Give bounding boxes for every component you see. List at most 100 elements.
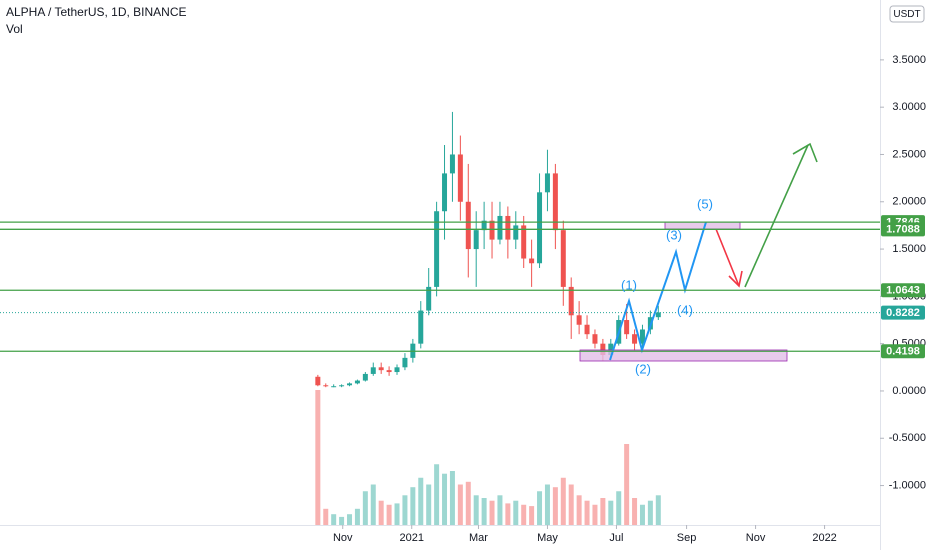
volume-bar (560, 477, 566, 525)
candle-body (323, 385, 329, 387)
candle-body (402, 357, 408, 368)
candle-body (608, 343, 614, 356)
candle-body (529, 258, 535, 264)
x-tick-label: Sep (677, 532, 697, 544)
candle-body (457, 154, 463, 202)
volume-bar (537, 491, 543, 525)
y-tick-label: -0.5000 (889, 432, 926, 444)
volume-bar (354, 508, 360, 525)
candle-body (537, 192, 543, 264)
green-arrow (744, 144, 809, 288)
wave-label: (2) (635, 361, 651, 376)
volume-bar (505, 503, 511, 525)
volume-bar (426, 484, 432, 525)
candle-body (331, 386, 337, 388)
volume-bar (584, 500, 590, 525)
candle-body (600, 343, 606, 356)
y-tick-label: 3.0000 (892, 101, 926, 113)
currency-box[interactable] (889, 5, 925, 23)
volume-bar (568, 484, 574, 525)
volume-bar (632, 498, 638, 525)
x-tick-label: Nov (333, 532, 353, 544)
volume-bar (370, 484, 376, 525)
candle-body (465, 201, 471, 250)
candle-body (418, 310, 424, 344)
volume-label: Vol (6, 22, 23, 36)
volume-bar (457, 484, 463, 525)
volume-bar (418, 477, 424, 525)
candle-body (521, 225, 527, 259)
candle-body (339, 385, 345, 387)
candle-body (394, 367, 400, 373)
candle-body (576, 315, 582, 325)
candle-body (434, 211, 440, 287)
candle-body (449, 154, 455, 174)
level-tag (881, 222, 925, 237)
volume-bar (331, 514, 337, 525)
wave-label: (5) (697, 196, 713, 211)
level-tag (881, 344, 925, 359)
candle-body (426, 286, 432, 311)
volume-bar (655, 495, 661, 525)
volume-bar (481, 498, 487, 525)
volume-bar (552, 487, 558, 525)
level-label: 0.4198 (886, 346, 920, 358)
y-tick-label: 3.5000 (892, 54, 926, 66)
volume-bar (639, 504, 645, 525)
volume-bar (394, 503, 400, 525)
support-zone (579, 349, 788, 362)
volume-bar (600, 498, 606, 525)
candle-body (544, 173, 550, 193)
candle-body (513, 225, 519, 240)
volume-bar (449, 471, 455, 525)
volume-bar (410, 487, 416, 525)
wave-label: (4) (677, 302, 693, 317)
candle-body (362, 373, 368, 381)
volume-bar (347, 514, 353, 525)
candle-body (481, 220, 487, 231)
level-label: 1.0643 (886, 285, 920, 297)
volume-bar (592, 504, 598, 525)
elliott-wave (609, 221, 707, 361)
volume-bar (647, 500, 653, 525)
candle-body (347, 383, 353, 386)
y-tick-label: 2.5000 (892, 148, 926, 160)
volume-bar (544, 484, 550, 525)
volume-bar (576, 495, 582, 525)
volume-bar (489, 500, 495, 525)
volume-bar (323, 508, 329, 525)
candle-body (473, 230, 479, 250)
x-tick-label: 2021 (399, 532, 423, 544)
volume-bar (465, 481, 471, 525)
chart-title: ALPHA / TetherUS, 1D, BINANCE (6, 5, 187, 19)
candle-body (378, 367, 384, 371)
volume-bar (434, 464, 440, 525)
volume-bar (386, 504, 392, 525)
candle-body (560, 230, 566, 287)
candle-body (489, 220, 495, 240)
candle-body (505, 215, 511, 240)
wave-label: (3) (666, 227, 682, 242)
red-arrow (715, 228, 740, 287)
candle-body (632, 334, 638, 344)
volume-bar (616, 491, 622, 525)
level-label: 1.7088 (886, 224, 920, 236)
volume-bar (529, 506, 535, 525)
green-arrowhead (792, 142, 818, 163)
y-tick-label: 2.0000 (892, 196, 926, 208)
red-arrowhead (728, 270, 743, 288)
candle-body (315, 376, 321, 386)
volume-bar (513, 500, 519, 525)
x-tick-label: Nov (746, 532, 766, 544)
volume-bar (497, 495, 503, 525)
candle-body (386, 370, 392, 373)
candle-body (592, 334, 598, 344)
drawings: (1) (2) (3) (4) (5) (0, 142, 880, 376)
x-tick-label: Jul (609, 532, 623, 544)
current-price-tag (881, 305, 925, 320)
candle-body (655, 312, 661, 318)
volume-bar (608, 500, 614, 525)
plot-area (315, 111, 661, 525)
